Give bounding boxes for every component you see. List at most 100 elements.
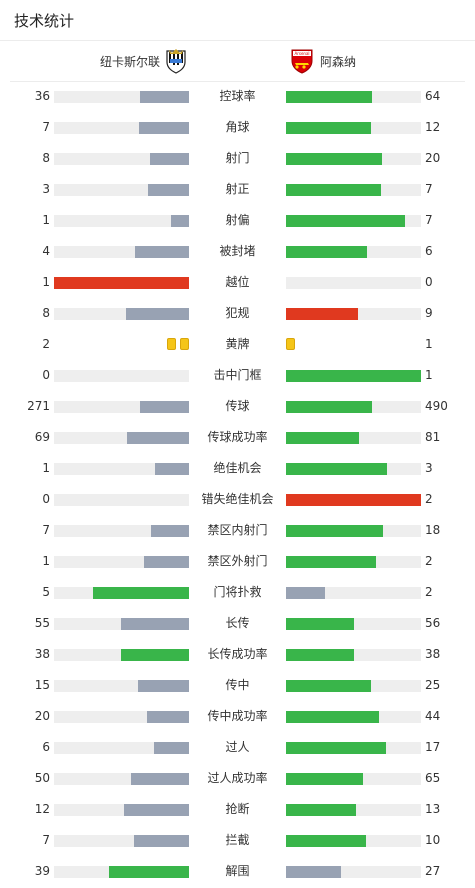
- stat-row: 20 传中成功率 44: [0, 701, 475, 732]
- away-stat-value: 7: [425, 213, 433, 227]
- away-stat-bar-fill: [286, 494, 421, 506]
- away-stat-bar: [286, 835, 421, 847]
- away-stat-bar: [286, 587, 421, 599]
- home-stat-bar-fill: [155, 463, 189, 475]
- home-stat-bar-fill: [154, 742, 189, 754]
- stat-row: 1 越位 0: [0, 267, 475, 298]
- away-stat-value: 27: [425, 864, 441, 878]
- away-stat-bar-fill: [286, 91, 372, 103]
- title-divider: [0, 40, 475, 41]
- home-stat-value: 12: [34, 802, 50, 816]
- stat-label: 抢断: [225, 802, 250, 816]
- away-stat-bar-fill: [286, 804, 356, 816]
- away-stat-bar: [286, 525, 421, 537]
- home-stat-bar-fill: [54, 277, 189, 289]
- home-stat-value: 55: [34, 616, 50, 630]
- home-team[interactable]: 纽卡斯尔联: [100, 47, 188, 75]
- stat-label: 角球: [225, 120, 250, 134]
- stat-row: 1 射偏 7: [0, 205, 475, 236]
- stat-label: 绝佳机会: [213, 461, 262, 475]
- home-stat-bar: [54, 277, 189, 289]
- away-team-name: 阿森纳: [320, 54, 357, 69]
- stat-label: 被封堵: [219, 244, 256, 258]
- home-stat-value: 8: [42, 306, 50, 320]
- stat-row: 55 长传 56: [0, 608, 475, 639]
- stat-label: 过人成功率: [207, 771, 268, 785]
- away-stat-value: 20: [425, 151, 441, 165]
- away-stat-value: 56: [425, 616, 441, 630]
- home-stat-bar: [54, 153, 189, 165]
- home-stat-value: 0: [42, 492, 50, 506]
- away-stat-value: 25: [425, 678, 441, 692]
- home-stat-bar-fill: [150, 153, 189, 165]
- home-stat-bar: [54, 711, 189, 723]
- home-stat-bar: [54, 866, 189, 878]
- home-stat-bar: [54, 432, 189, 444]
- stat-row: 8 射门 20: [0, 143, 475, 174]
- stat-row: 2 黄牌 1: [0, 329, 475, 360]
- home-stat-value: 50: [34, 771, 50, 785]
- stat-label: 射门: [225, 151, 250, 165]
- away-stat-bar: [286, 277, 421, 289]
- away-stat-value: 9: [425, 306, 433, 320]
- home-stat-value: 3: [42, 182, 50, 196]
- away-stat-bar: [286, 618, 421, 630]
- stat-row: 12 抢断 13: [0, 794, 475, 825]
- away-stat-value: 7: [425, 182, 433, 196]
- home-stat-bar: [54, 308, 189, 320]
- stat-row: 7 禁区内射门 18: [0, 515, 475, 546]
- away-team[interactable]: Arsenal 阿森纳: [290, 47, 356, 75]
- home-stat-value: 1: [42, 461, 50, 475]
- stat-row: 8 犯规 9: [0, 298, 475, 329]
- stat-row: 15 传中 25: [0, 670, 475, 701]
- home-stat-bar: [54, 742, 189, 754]
- away-stat-value: 1: [425, 337, 433, 351]
- away-stat-bar-fill: [286, 370, 421, 382]
- arsenal-crest-icon: Arsenal: [290, 48, 314, 74]
- stat-row: 0 错失绝佳机会 2: [0, 484, 475, 515]
- away-stat-value: 44: [425, 709, 441, 723]
- away-stat-value: 17: [425, 740, 441, 754]
- home-stat-value: 39: [34, 864, 50, 878]
- stat-row: 39 解围 27: [0, 856, 475, 887]
- teams-divider: [10, 81, 465, 82]
- stat-label: 传球: [225, 399, 250, 413]
- home-stat-bar: [54, 649, 189, 661]
- home-stat-bar: [54, 804, 189, 816]
- home-stat-bar: [54, 618, 189, 630]
- away-stat-bar-fill: [286, 742, 386, 754]
- stat-label: 门将扑救: [213, 585, 262, 599]
- home-stat-value: 1: [42, 275, 50, 289]
- stat-label: 控球率: [219, 89, 256, 103]
- stat-row: 1 禁区外射门 2: [0, 546, 475, 577]
- home-stat-bar-fill: [140, 91, 189, 103]
- away-stat-bar: [286, 432, 421, 444]
- stat-label: 禁区内射门: [207, 523, 268, 537]
- home-stat-value: 6: [42, 740, 50, 754]
- away-stat-bar: [286, 401, 421, 413]
- away-stat-bar: [286, 153, 421, 165]
- away-stat-bar-fill: [286, 122, 371, 134]
- stat-row: 5 门将扑救 2: [0, 577, 475, 608]
- home-stat-bar-fill: [127, 432, 189, 444]
- home-stat-bar-fill: [144, 556, 189, 568]
- away-stat-bar: [286, 680, 421, 692]
- home-stat-bar: [54, 401, 189, 413]
- home-stat-value: 4: [42, 244, 50, 258]
- stat-label: 犯规: [225, 306, 250, 320]
- away-stat-bar-fill: [286, 680, 371, 692]
- home-stat-bar-fill: [151, 525, 189, 537]
- home-stat-bar-fill: [109, 866, 189, 878]
- home-stat-bar-fill: [131, 773, 189, 785]
- away-stat-bar-fill: [286, 401, 372, 413]
- away-stat-bar: [286, 215, 421, 227]
- home-stat-bar-fill: [93, 587, 189, 599]
- home-stat-bar-fill: [171, 215, 189, 227]
- home-stat-value: 7: [42, 833, 50, 847]
- away-stat-bar: [286, 122, 421, 134]
- stat-row: 6 过人 17: [0, 732, 475, 763]
- away-stat-value: 18: [425, 523, 441, 537]
- stat-row: 0 击中门框 1: [0, 360, 475, 391]
- away-stat-value: 2: [425, 554, 433, 568]
- stat-row: 7 拦截 10: [0, 825, 475, 856]
